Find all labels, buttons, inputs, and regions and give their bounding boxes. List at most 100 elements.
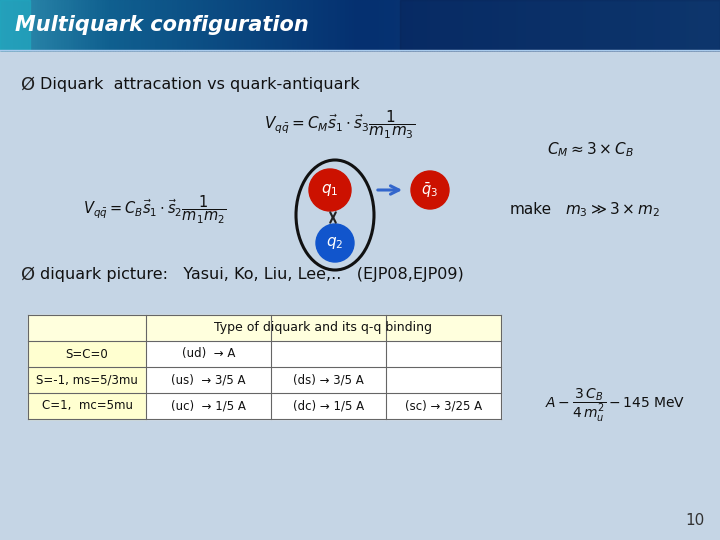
Bar [523, 0, 526, 50]
Bar [14, 0, 17, 50]
Bar [396, 0, 398, 50]
Bar [293, 0, 295, 50]
Text: $m_3 \gg 3 \times m_2$: $m_3 \gg 3 \times m_2$ [565, 201, 660, 219]
Bar [264, 0, 266, 50]
Bar [297, 0, 300, 50]
Bar [657, 0, 660, 50]
Bar [99, 0, 101, 50]
Bar [254, 0, 257, 50]
Text: S=C=0: S=C=0 [66, 348, 109, 361]
Bar [101, 0, 103, 50]
Bar [576, 0, 578, 50]
Bar [250, 0, 252, 50]
Bar [348, 0, 351, 50]
Bar [43, 0, 45, 50]
Bar [300, 0, 302, 50]
Bar [34, 0, 36, 50]
Bar [149, 0, 151, 50]
Bar [374, 0, 377, 50]
Bar [567, 0, 569, 50]
Bar [513, 0, 516, 50]
Bar [130, 0, 132, 50]
Bar [389, 0, 391, 50]
Bar [331, 0, 333, 50]
Bar [475, 0, 477, 50]
Bar [401, 0, 403, 50]
Bar [29, 0, 31, 50]
Circle shape [316, 224, 354, 262]
Bar [675, 0, 677, 50]
Bar [459, 0, 461, 50]
Bar [624, 0, 626, 50]
Bar [398, 0, 401, 50]
Bar [67, 0, 70, 50]
Bar [63, 0, 65, 50]
Bar [655, 0, 657, 50]
Bar [17, 0, 19, 50]
Bar [403, 0, 405, 50]
Bar [336, 0, 338, 50]
Bar [446, 0, 449, 50]
Bar [79, 0, 81, 50]
Bar [643, 0, 646, 50]
Bar [115, 0, 117, 50]
Text: $V_{q\bar{q}} = C_M \vec{s}_1 \cdot \vec{s}_3 \dfrac{1}{m_1 m_3}$: $V_{q\bar{q}} = C_M \vec{s}_1 \cdot \vec… [264, 109, 415, 141]
Bar [598, 0, 600, 50]
Bar [619, 0, 621, 50]
Bar [315, 0, 317, 50]
Bar [156, 0, 158, 50]
Text: (ds) → 3/5 A: (ds) → 3/5 A [293, 374, 364, 387]
Bar [182, 0, 185, 50]
Bar [696, 0, 698, 50]
Bar [605, 0, 607, 50]
Bar [151, 0, 153, 50]
Text: C=1,  mc=5mu: C=1, mc=5mu [42, 400, 132, 413]
Bar [338, 0, 341, 50]
Bar [310, 0, 312, 50]
Bar [28, 315, 146, 341]
Bar [305, 0, 307, 50]
Text: $V_{q\bar{q}} = C_B \vec{s}_1 \cdot \vec{s}_2 \dfrac{1}{m_1 m_2}$: $V_{q\bar{q}} = C_B \vec{s}_1 \cdot \vec… [84, 194, 227, 226]
Bar [698, 0, 701, 50]
Bar [84, 0, 86, 50]
Bar [701, 0, 703, 50]
Bar [238, 0, 240, 50]
Bar [665, 0, 667, 50]
Bar [86, 0, 89, 50]
Bar [367, 0, 369, 50]
Bar [281, 0, 283, 50]
Bar [146, 315, 501, 341]
Bar [585, 0, 588, 50]
Bar [180, 0, 182, 50]
Bar [607, 0, 610, 50]
Bar [127, 0, 130, 50]
Bar [672, 0, 675, 50]
Bar [689, 0, 691, 50]
Bar [0, 0, 30, 50]
Bar [28, 393, 146, 419]
Bar [271, 393, 386, 419]
Bar [466, 0, 468, 50]
Text: 10: 10 [685, 513, 705, 528]
Bar [369, 0, 372, 50]
Bar [386, 367, 501, 393]
Bar [684, 0, 686, 50]
Bar [252, 0, 254, 50]
Bar [245, 0, 247, 50]
Bar [94, 0, 96, 50]
Bar [55, 0, 58, 50]
Bar [12, 0, 14, 50]
Bar [271, 341, 386, 367]
Bar [461, 0, 463, 50]
Bar [480, 0, 482, 50]
Bar [413, 0, 415, 50]
Text: (uc)  → 1/5 A: (uc) → 1/5 A [171, 400, 246, 413]
Bar [216, 0, 218, 50]
Bar [22, 0, 24, 50]
Bar [5, 0, 7, 50]
Bar [353, 0, 355, 50]
Bar [218, 0, 221, 50]
Bar [650, 0, 653, 50]
Bar [211, 0, 214, 50]
Bar [360, 0, 362, 50]
